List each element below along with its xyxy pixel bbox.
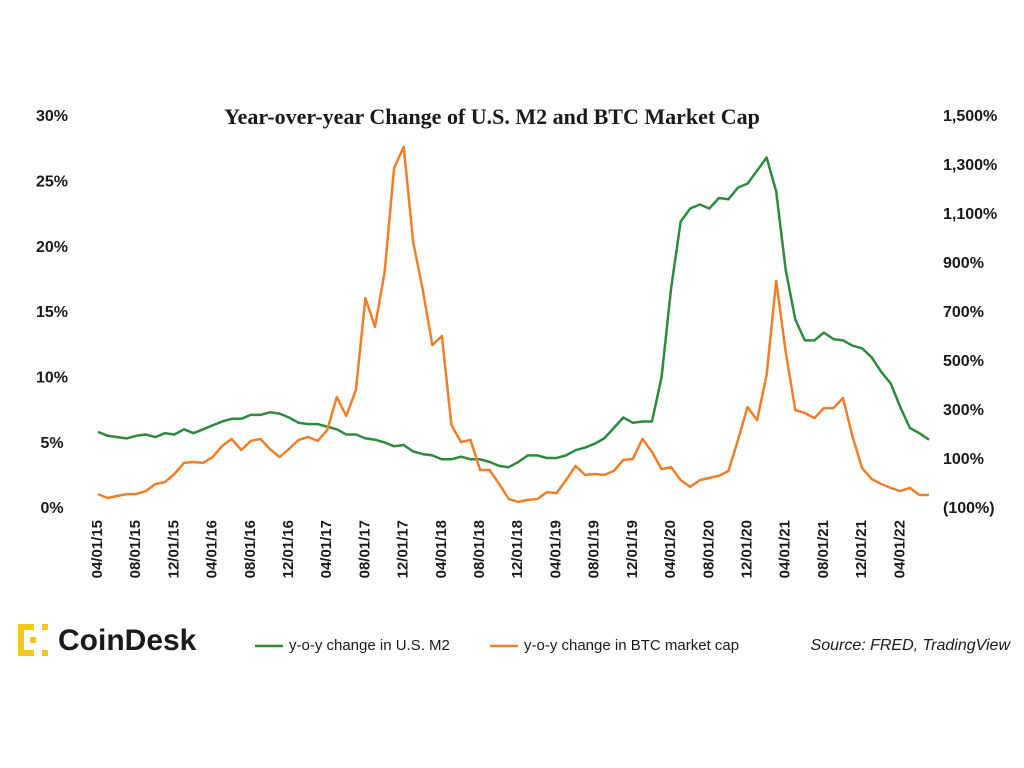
series-line [97,156,930,469]
y2-tick-label: 300% [943,402,984,419]
chart-title: Year-over-year Change of U.S. M2 and BTC… [224,104,760,129]
x-tick-label: 08/01/19 [586,520,603,578]
y-tick-label: 5% [40,435,63,452]
x-tick-label: 12/01/15 [165,520,182,578]
y2-tick-label: (100%) [943,500,995,517]
x-tick-label: 12/01/18 [509,520,526,578]
x-tick-label: 04/01/16 [204,520,221,578]
x-tick-label: 04/01/18 [433,520,450,578]
x-tick-label: 12/01/19 [624,520,641,578]
x-tick-label: 04/01/21 [777,520,794,578]
x-tick-label: 12/01/21 [853,520,870,578]
y-tick-label: 25% [36,174,68,191]
x-tick-label: 08/01/21 [815,520,832,578]
source: Source: FRED, TradingView [811,637,1012,654]
y-tick-label: 10% [36,370,68,387]
y2-tick-label: 500% [943,353,984,370]
logo-icon [18,624,48,656]
y2-tick-label: 100% [943,451,984,468]
y2-tick-label: 1,100% [943,206,997,223]
x-tick-label: 04/01/19 [547,520,564,578]
x-tick-label: 04/01/17 [318,520,335,578]
series-line [97,145,929,504]
y-tick-label: 30% [36,108,68,125]
x-tick-label: 12/01/16 [280,520,297,578]
x-tick-label: 12/01/17 [395,520,412,578]
x-tick-label: 04/01/15 [89,520,106,578]
legend-label: y-o-y change in U.S. M2 [289,637,450,654]
y2-tick-label: 1,500% [943,108,997,125]
y-tick-label: 15% [36,304,68,321]
x-tick-label: 08/01/15 [127,520,144,578]
y2-tick-label: 700% [943,304,984,321]
x-tick-label: 12/01/20 [738,520,755,578]
y-tick-label: 0% [40,500,63,517]
y2-tick-label: 900% [943,255,984,272]
x-tick-label: 08/01/17 [356,520,373,578]
x-tick-label: 08/01/20 [700,520,717,578]
y-tick-label: 20% [36,239,68,256]
x-tick-label: 08/01/16 [242,520,259,578]
x-tick-label: 04/01/22 [891,520,908,578]
x-tick-label: 08/01/18 [471,520,488,578]
legend-label: y-o-y change in BTC market cap [524,637,739,654]
brand: CoinDesk [58,624,197,657]
y2-tick-label: 1,300% [943,157,997,174]
x-tick-label: 04/01/20 [662,520,679,578]
